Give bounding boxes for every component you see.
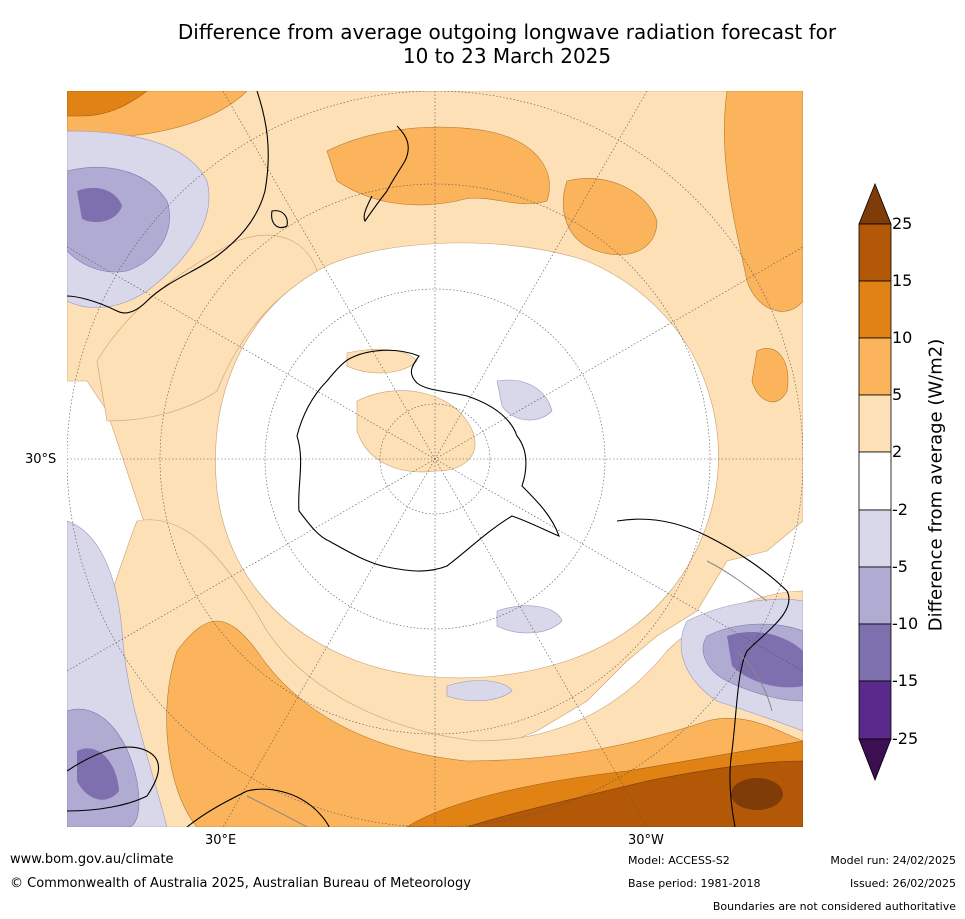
anomaly-region-peninsula-light-orange [346, 348, 418, 374]
colorbar-tick-minus25: -25 [892, 729, 919, 748]
colorbar-tick-minus5: -5 [892, 557, 908, 576]
graticule [67, 91, 803, 827]
colorbar-tick-15: 15 [892, 271, 913, 290]
anomaly-region-purple-west-core [77, 187, 122, 223]
longitude-label-30w: 30°W [628, 833, 664, 848]
latitude-label-30s: 30°S [25, 452, 57, 467]
anomaly-region-deep-orange-south [466, 760, 803, 827]
map-title: Difference from average outgoing longwav… [67, 20, 947, 68]
anomaly-region-medium-orange-east2 [751, 348, 789, 403]
longitude-label-30e: 30°E [205, 833, 237, 848]
colorbar-arrow-top [858, 182, 892, 225]
colorbar-band-minus10-minus15 [858, 623, 892, 682]
footer-disclaimer: Boundaries are not considered authoritat… [712, 900, 956, 913]
anomaly-region-purple-small-1 [496, 605, 563, 634]
anomaly-region-purple-small-2 [446, 680, 513, 702]
anomaly-region-purple-east-core [727, 631, 803, 688]
new-zealand-north-coastline [386, 125, 409, 192]
country-borders [246, 560, 773, 827]
colorbar-tick-minus2: -2 [892, 500, 908, 519]
colorbar-tick-minus10: -10 [892, 614, 919, 633]
colorbar-tick-5: 5 [892, 385, 903, 404]
colorbar-band-minus2-minus5 [858, 509, 892, 568]
new-zealand-south-coastline [363, 190, 388, 223]
colorbar-tick-10: 10 [892, 328, 913, 347]
coastlines [67, 91, 790, 827]
footer-model: Model: ACCESS-S2 [628, 854, 730, 867]
colorbar-tick-25: 25 [892, 214, 913, 233]
anomaly-region-purple-sw-core [77, 748, 119, 800]
colorbar-band-5-10 [858, 337, 892, 396]
title-line-2: 10 to 23 March 2025 [402, 44, 612, 68]
footer-copyright: © Commonwealth of Australia 2025, Austra… [10, 876, 471, 891]
anomaly-region-medium-orange-nz [326, 126, 550, 206]
colorbar-band-10-15 [858, 280, 892, 339]
colorbar-band-15-25 [858, 223, 892, 282]
anomaly-region-max-warm [731, 778, 783, 810]
south-africa-coastline [186, 788, 330, 827]
colorbar-title: Difference from average (W/m2) [925, 338, 947, 632]
colorbar-tick-minus15: -15 [892, 671, 919, 690]
anomaly-region-light-orange-nw [96, 234, 318, 422]
colorbar [858, 182, 892, 782]
australia-coastline [67, 91, 269, 314]
tasmania-coastline [271, 210, 288, 229]
anomaly-region-antarctic-light-orange [356, 390, 476, 473]
polar-map [67, 91, 803, 827]
antarctica-coastline [296, 349, 560, 572]
colorbar-band-neutral [858, 451, 892, 511]
footer-base-period: Base period: 1981-2018 [628, 877, 761, 890]
colorbar-band-minus15-minus25 [858, 680, 892, 740]
title-line-1: Difference from average outgoing longwav… [177, 20, 837, 44]
colorbar-band-minus5-minus10 [858, 566, 892, 625]
anomaly-region-purple-small-3 [496, 379, 553, 421]
anomaly-region-dark-orange-nw [67, 91, 148, 117]
colorbar-tick-2: 2 [892, 442, 903, 461]
footer-issued: Issued: 26/02/2025 [849, 877, 956, 890]
footer-model-run: Model run: 24/02/2025 [830, 854, 956, 867]
colorbar-arrow-bottom [858, 738, 892, 782]
footer-website: www.bom.gov.au/climate [10, 852, 174, 867]
anomaly-region-medium-orange-east [724, 91, 803, 312]
africa-coastline [67, 746, 159, 812]
south-america-coastline [616, 518, 790, 827]
colorbar-band-2-5 [858, 394, 892, 453]
anomaly-region-medium-orange-ne [563, 178, 658, 255]
